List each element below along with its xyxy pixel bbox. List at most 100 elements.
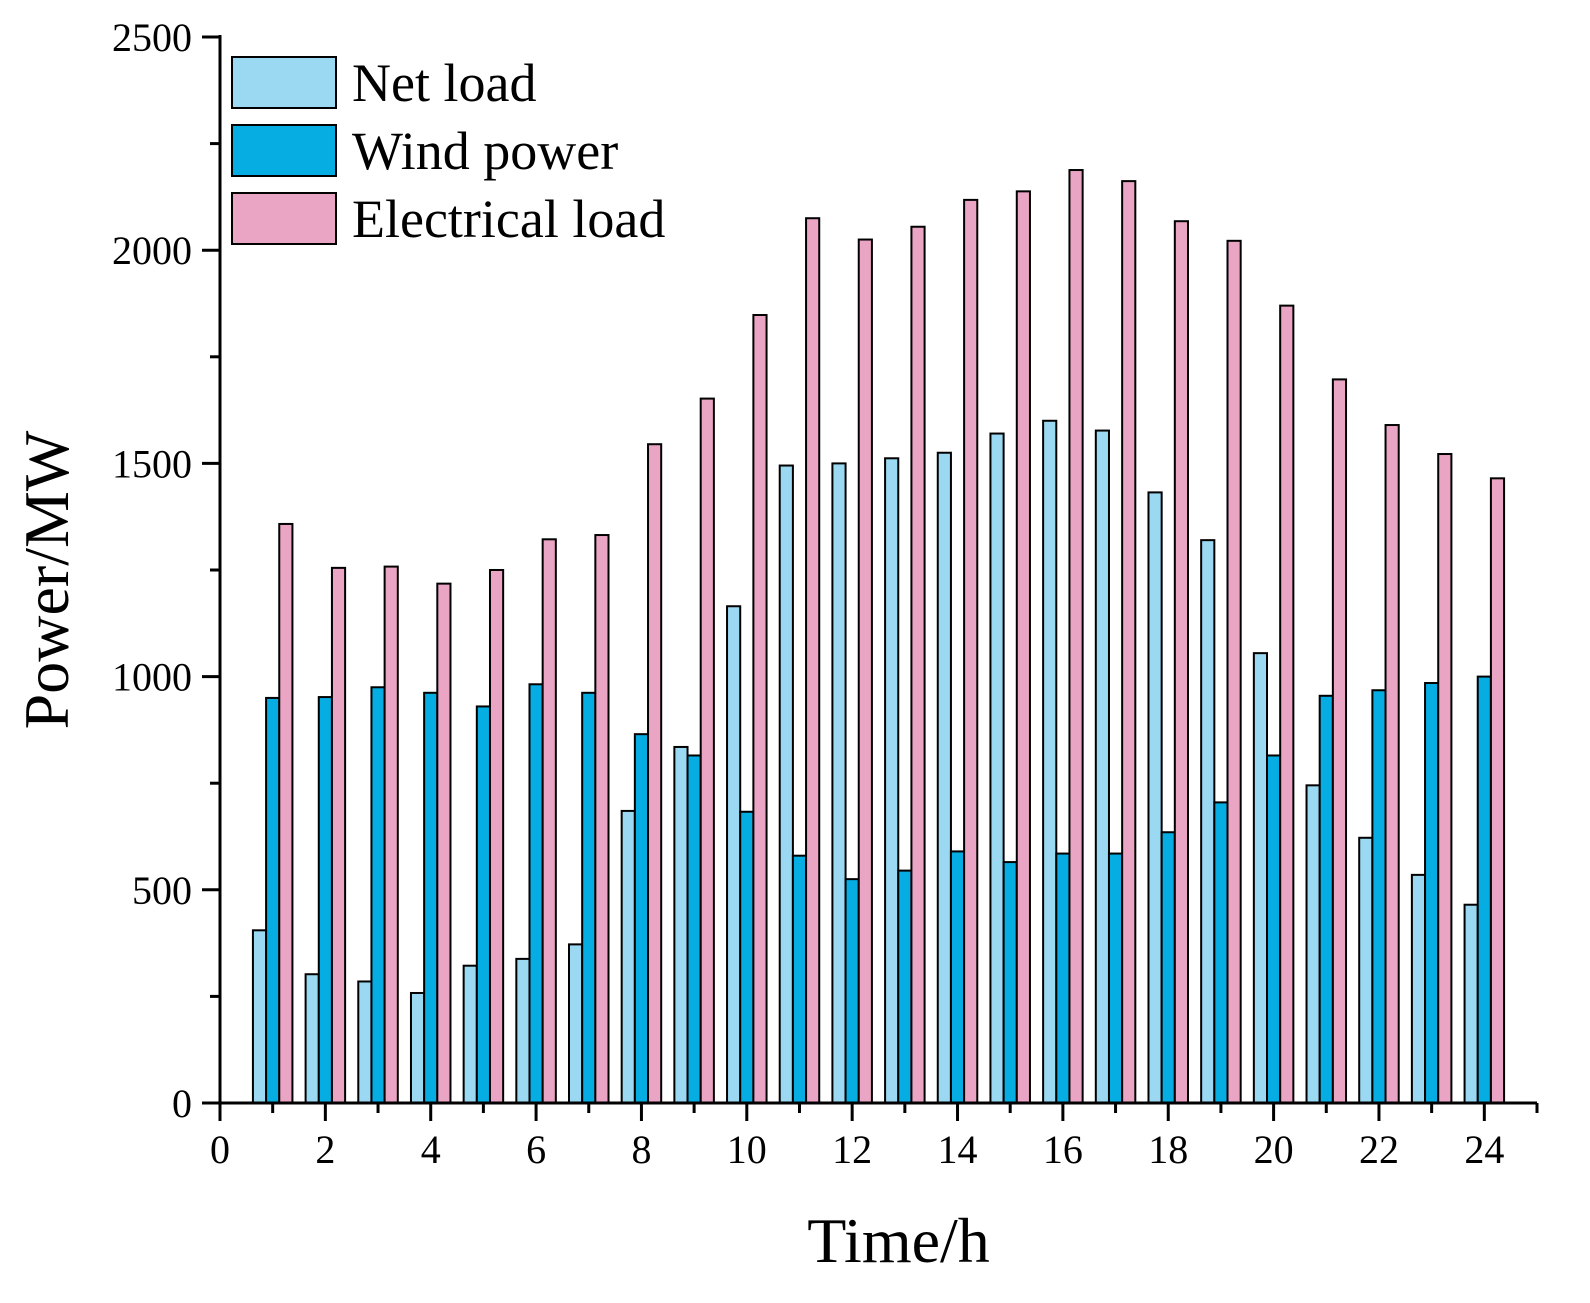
bar-electrical-load-5	[488, 569, 505, 1104]
y-tick-label: 500	[132, 868, 192, 913]
x-tick-label: 4	[421, 1127, 441, 1172]
x-tick-label: 12	[832, 1127, 872, 1172]
bar-net-load-20	[1252, 652, 1269, 1104]
bar-wind-power-3	[370, 686, 386, 1104]
bar-net-load-11	[778, 464, 794, 1105]
bar-wind-power-10	[739, 810, 755, 1104]
y-tick-label: 2000	[112, 228, 192, 273]
bar-electrical-load-21	[1331, 378, 1348, 1105]
y-tick-label: 1500	[112, 441, 192, 486]
bar-electrical-load-19	[1226, 239, 1242, 1104]
legend-swatch-net-load	[231, 56, 337, 109]
bar-wind-power-11	[791, 854, 808, 1104]
x-tick-label: 8	[631, 1127, 651, 1172]
bar-net-load-17	[1094, 429, 1110, 1104]
bar-wind-power-7	[581, 691, 597, 1105]
bar-wind-power-15	[1002, 861, 1018, 1104]
bar-electrical-load-6	[541, 538, 557, 1104]
x-tick-label: 0	[210, 1127, 230, 1172]
bar-electrical-load-4	[436, 582, 452, 1104]
bar-electrical-load-18	[1173, 220, 1189, 1105]
y-axis-title: Power/MW	[11, 430, 82, 729]
bar-net-load-10	[726, 605, 742, 1105]
bar-electrical-load-20	[1279, 304, 1295, 1104]
bar-electrical-load-13	[910, 225, 926, 1105]
bar-wind-power-19	[1213, 801, 1229, 1104]
bar-net-load-18	[1147, 491, 1163, 1104]
legend-label-electrical-load: Electrical load	[352, 189, 665, 249]
bar-wind-power-18	[1160, 831, 1176, 1105]
bar-electrical-load-10	[752, 314, 768, 1104]
bar-net-load-21	[1305, 784, 1321, 1104]
x-tick-label: 10	[727, 1127, 767, 1172]
bar-net-load-12	[831, 462, 847, 1104]
bar-net-load-19	[1200, 539, 1216, 1104]
bar-net-load-16	[1042, 419, 1058, 1104]
bar-electrical-load-2	[330, 566, 347, 1104]
bar-wind-power-1	[265, 696, 281, 1104]
bar-electrical-load-17	[1121, 180, 1137, 1104]
legend: Net load Wind power Electrical load	[231, 53, 665, 249]
bars-group	[251, 169, 1506, 1105]
bar-electrical-load-23	[1437, 453, 1453, 1104]
bar-wind-power-2	[317, 696, 333, 1104]
bar-wind-power-23	[1424, 681, 1440, 1104]
y-tick-label: 2500	[112, 15, 192, 60]
bar-wind-power-21	[1318, 694, 1334, 1105]
x-tick-label: 6	[526, 1127, 546, 1172]
bar-net-load-5	[462, 964, 478, 1105]
bar-net-load-13	[884, 457, 900, 1104]
bar-wind-power-6	[528, 683, 544, 1104]
legend-swatch-electrical-load	[231, 192, 337, 245]
x-tick-label: 20	[1254, 1127, 1294, 1172]
bar-net-load-3	[357, 980, 373, 1105]
bar-wind-power-14	[949, 850, 966, 1105]
bar-net-load-6	[515, 957, 531, 1104]
bar-electrical-load-24	[1489, 477, 1506, 1105]
x-tick-label: 16	[1043, 1127, 1083, 1172]
x-tick-label: 2	[315, 1127, 335, 1172]
bar-wind-power-5	[475, 705, 491, 1104]
bar-electrical-load-12	[857, 238, 873, 1105]
bar-wind-power-9	[686, 754, 702, 1104]
bar-net-load-8	[620, 809, 636, 1105]
x-tick-label: 24	[1464, 1127, 1504, 1172]
y-tick-label: 0	[172, 1081, 192, 1126]
legend-label-net-load: Net load	[352, 53, 536, 113]
bar-net-load-9	[673, 745, 689, 1104]
bar-wind-power-13	[897, 869, 913, 1104]
bar-electrical-load-22	[1384, 424, 1400, 1104]
bar-electrical-load-11	[805, 217, 821, 1105]
bar-electrical-load-15	[1015, 190, 1031, 1104]
y-tick-label: 1000	[112, 655, 192, 700]
bar-net-load-22	[1358, 836, 1374, 1104]
bar-wind-power-24	[1476, 675, 1492, 1104]
bar-electrical-load-3	[383, 565, 399, 1104]
ticks-group: 0 2 4 6 8 10 12 14 16 18 20 22 240500100015002000250…	[112, 15, 1539, 1172]
x-axis-title: Time/h	[807, 1205, 990, 1276]
x-tick-label: 22	[1359, 1127, 1399, 1172]
bar-net-load-4	[409, 991, 426, 1104]
bar-net-load-1	[251, 929, 268, 1104]
bar-wind-power-8	[633, 733, 650, 1104]
bar-net-load-23	[1410, 873, 1427, 1104]
bar-wind-power-4	[423, 691, 439, 1105]
bar-wind-power-20	[1266, 754, 1282, 1104]
x-tick-label: 18	[1148, 1127, 1188, 1172]
legend-label-wind-power: Wind power	[352, 121, 618, 181]
bar-net-load-24	[1463, 903, 1479, 1104]
bar-net-load-7	[568, 943, 584, 1105]
bar-net-load-2	[304, 973, 320, 1104]
bar-electrical-load-1	[278, 522, 294, 1104]
bar-net-load-14	[936, 451, 952, 1104]
bar-electrical-load-14	[963, 198, 979, 1104]
bar-electrical-load-16	[1068, 169, 1084, 1104]
bar-electrical-load-8	[647, 443, 663, 1105]
bar-electrical-load-9	[699, 397, 715, 1104]
legend-swatch-wind-power	[231, 124, 337, 177]
bar-net-load-15	[989, 432, 1005, 1104]
bar-wind-power-12	[844, 878, 860, 1105]
bar-electrical-load-7	[594, 534, 610, 1104]
bar-wind-power-16	[1055, 852, 1071, 1105]
